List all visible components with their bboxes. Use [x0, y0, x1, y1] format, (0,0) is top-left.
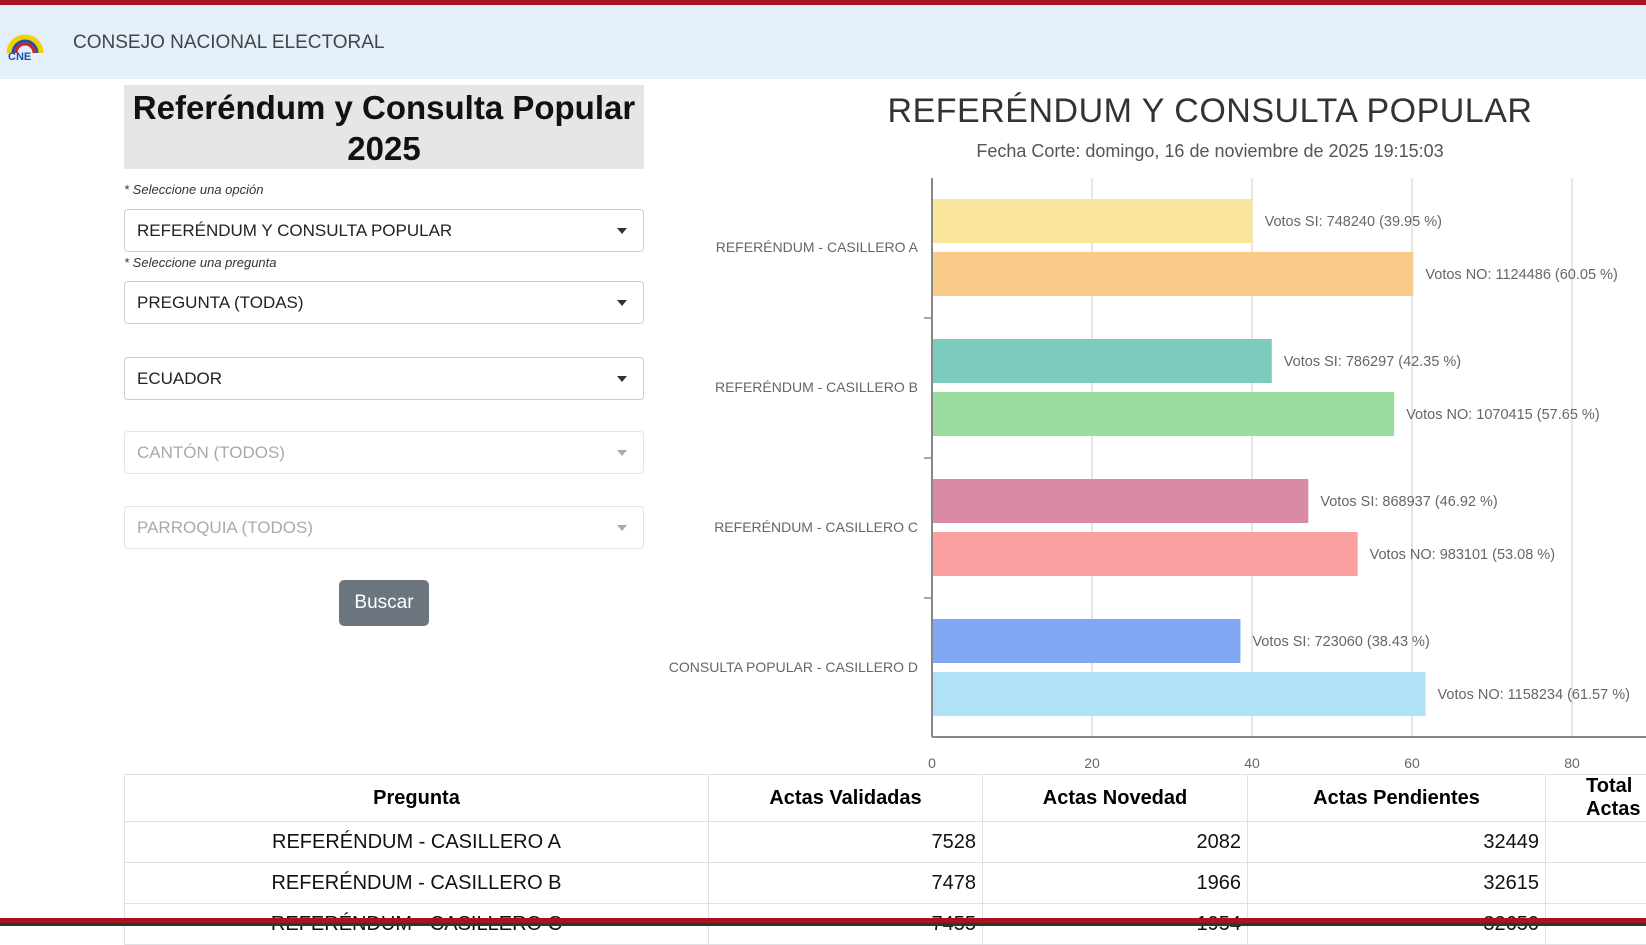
bar — [933, 339, 1272, 383]
table-header-row: Pregunta Actas Validadas Actas Novedad A… — [125, 775, 1646, 822]
bar-data-label: Votos NO: 1070415 (57.65 %) — [1406, 407, 1599, 423]
table-cell: 7478 — [709, 863, 983, 904]
table-cell: 7528 — [709, 822, 983, 863]
bar-data-label: Votos NO: 1158234 (61.57 %) — [1438, 687, 1630, 703]
column-header: Actas Validadas — [709, 775, 983, 822]
x-tick-label: 60 — [1404, 755, 1420, 771]
table-cell — [1546, 863, 1646, 904]
bar — [933, 619, 1240, 663]
category-label: REFERÉNDUM - CASILLERO A — [716, 239, 919, 255]
bar-data-label: Votos SI: 748240 (39.95 %) — [1265, 214, 1442, 230]
column-header: Pregunta — [125, 775, 709, 822]
bar-data-label: Votos SI: 723060 (38.43 %) — [1252, 634, 1429, 650]
bar-data-label: Votos NO: 1124486 (60.05 %) — [1425, 267, 1617, 283]
bar-data-label: Votos SI: 868937 (46.92 %) — [1320, 494, 1497, 510]
table-cell: 32615 — [1248, 863, 1546, 904]
bar — [933, 392, 1394, 436]
category-label: REFERÉNDUM - CASILLERO C — [714, 519, 918, 535]
category-label: REFERÉNDUM - CASILLERO B — [715, 379, 918, 395]
bar — [933, 252, 1413, 296]
x-tick-label: 20 — [1084, 755, 1100, 771]
x-tick-label: 0 — [928, 755, 936, 771]
category-label: CONSULTA POPULAR - CASILLERO D — [669, 659, 918, 675]
table-cell: REFERÉNDUM - CASILLERO B — [125, 863, 709, 904]
table-cell: REFERÉNDUM - CASILLERO A — [125, 822, 709, 863]
bar — [933, 199, 1253, 243]
bar-chart: 0 20 40 60 80 Votos SI: 748240 (39.95 %) Votos… — [0, 0, 1646, 780]
bar — [933, 672, 1426, 716]
table-cell: 32449 — [1248, 822, 1546, 863]
bar — [933, 532, 1358, 576]
bar — [933, 479, 1308, 523]
x-tick-label: 80 — [1564, 755, 1580, 771]
column-header: Total Actas — [1546, 775, 1646, 822]
bar-data-label: Votos SI: 786297 (42.35 %) — [1284, 354, 1461, 370]
table-cell: 1966 — [983, 863, 1248, 904]
bar-data-label: Votos NO: 983101 (53.08 %) — [1370, 547, 1555, 563]
x-tick-label: 40 — [1244, 755, 1260, 771]
column-header: Actas Pendientes — [1248, 775, 1546, 822]
table-cell — [1546, 822, 1646, 863]
column-header: Actas Novedad — [983, 775, 1248, 822]
table-cell: 2082 — [983, 822, 1248, 863]
